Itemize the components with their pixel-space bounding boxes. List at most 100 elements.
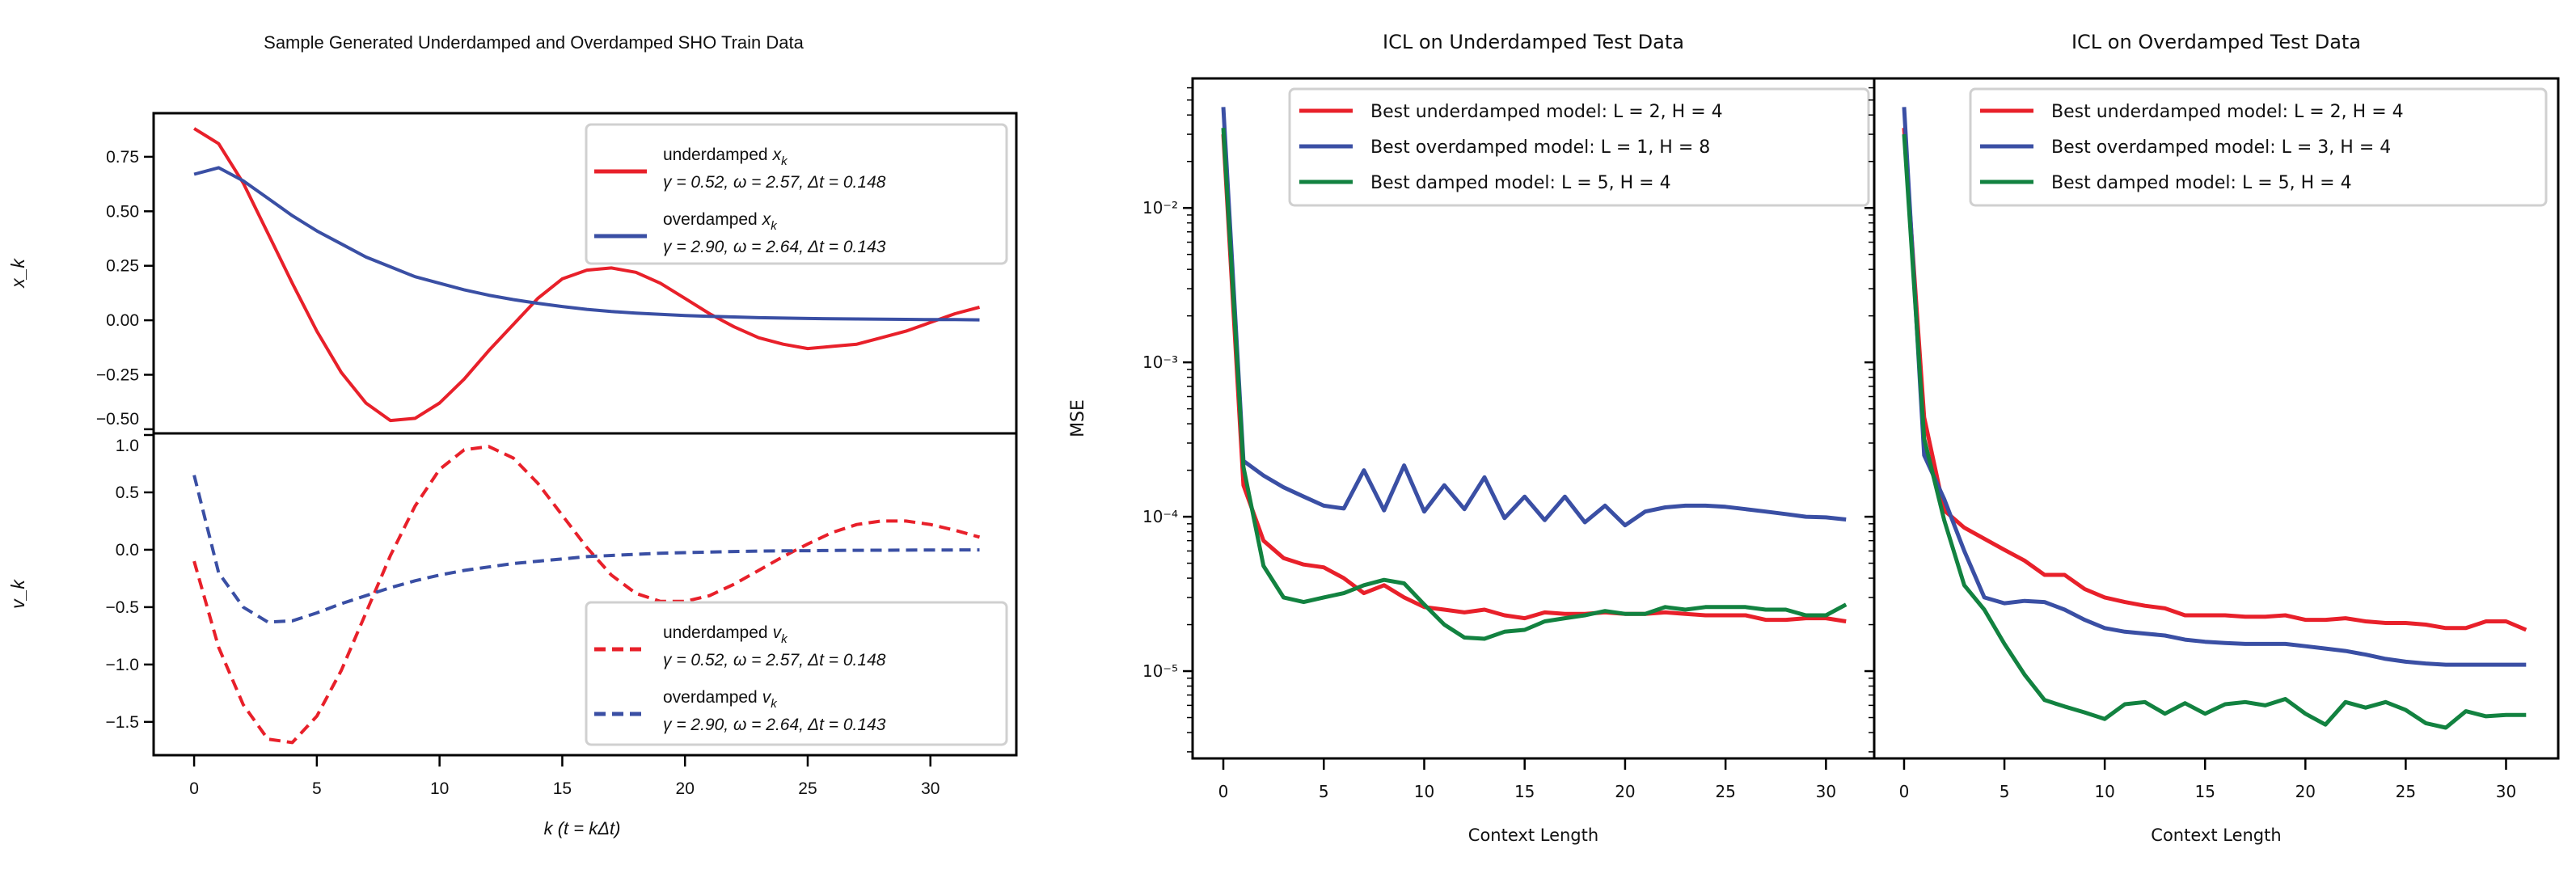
x-tick-label: 5 xyxy=(312,779,322,798)
y-tick-label: 10⁻⁵ xyxy=(1142,661,1178,681)
plot-left-bottom: 0 5 10 15 20 25 30 −1.5 −1.0 −0.5 0.0 0.5 1.0 k (t = … xyxy=(7,432,1018,838)
series-line-underdamped xyxy=(192,445,981,745)
legend: underdamped vkγ = 0.52, ω = 2.57, Δt = 0.… xyxy=(585,601,1008,746)
x-tick-label: 5 xyxy=(2000,782,2010,801)
legend-frame xyxy=(1969,87,2548,207)
legend-var: x xyxy=(762,210,772,229)
y-tick-label: −0.50 xyxy=(96,410,139,429)
legend-entry: Best overdamped model: L = 3, H = 4 xyxy=(1980,137,2391,158)
legend-entry: overdamped vk γ = 2.90, ω = 2.64, Δt = 0.1… xyxy=(594,688,886,734)
legend-label: underdamped xk xyxy=(663,146,788,168)
legend-var: v xyxy=(773,623,783,642)
legend-sub: k xyxy=(781,632,788,646)
legend-label: Best underdamped model: L = 2, H = 4 xyxy=(1370,102,1723,122)
chart-title: ICL on Underdamped Test Data xyxy=(1383,31,1684,53)
legend-entry: Best damped model: L = 5, H = 4 xyxy=(1980,173,2352,193)
series-line-best-underdamped-model-l-2-h-4 xyxy=(1902,128,2527,632)
series-line-best-overdamped-model-l-1-h-8 xyxy=(1221,107,1847,528)
legend-entry: Best underdamped model: L = 2, H = 4 xyxy=(1299,102,1723,122)
legend-label: Best overdamped model: L = 3, H = 4 xyxy=(2051,137,2391,158)
legend: underdamped xkγ = 0.52, ω = 2.57, Δt = 0.… xyxy=(585,123,1008,265)
y-tick-label: −0.25 xyxy=(96,365,139,384)
x-tick-label: 25 xyxy=(1715,782,1735,801)
legend-label: Best damped model: L = 5, H = 4 xyxy=(1370,173,1671,193)
y-tick-label: 0.25 xyxy=(106,257,139,276)
legend-entry: Best underdamped model: L = 2, H = 4 xyxy=(1980,102,2404,122)
x-tick-label: 30 xyxy=(921,779,940,798)
legend-name: underdamped xyxy=(663,146,768,164)
y-tick-label: 0.00 xyxy=(106,311,139,330)
plot-left-top: −0.50 −0.25 0.00 0.25 0.50 0.75 Sample Generat… xyxy=(7,32,1018,435)
series-line-best-damped-model-l-5-h-4 xyxy=(1902,133,2527,730)
legend-params: γ = 2.90, ω = 2.64, Δt = 0.143 xyxy=(663,716,886,734)
x-axis-label: k (t = kΔt) xyxy=(544,818,621,838)
y-axis-label: x_k xyxy=(7,258,28,289)
legend-name: overdamped xyxy=(663,210,758,229)
x-tick-label: 20 xyxy=(676,779,695,798)
legend-label: Best underdamped model: L = 2, H = 4 xyxy=(2051,102,2404,122)
legend-frame xyxy=(585,601,1008,746)
x-tick-label: 30 xyxy=(2496,782,2516,801)
x-tick-label: 5 xyxy=(1319,782,1329,801)
series-line-underdamped xyxy=(193,127,981,423)
x-tick-label: 15 xyxy=(1514,782,1535,801)
series-line-best-overdamped-model-l-3-h-4 xyxy=(1902,107,2527,667)
x-tick-label: 15 xyxy=(2195,782,2215,801)
legend-sub: k xyxy=(771,219,778,233)
x-tick-label: 20 xyxy=(2295,782,2316,801)
legend-var: x xyxy=(772,146,783,164)
legend-entry: Best overdamped model: L = 1, H = 8 xyxy=(1299,137,1710,158)
x-tick-label: 25 xyxy=(2396,782,2416,801)
y-tick-label: 0.5 xyxy=(116,484,139,502)
legend-entry: Best damped model: L = 5, H = 4 xyxy=(1299,173,1671,193)
legend-entry: overdamped xk γ = 2.90, ω = 2.64, Δt = 0.1… xyxy=(594,210,886,256)
x-tick-label: 30 xyxy=(1816,782,1836,801)
x-tick-label: 10 xyxy=(430,779,449,798)
legend-label: Best overdamped model: L = 1, H = 8 xyxy=(1370,137,1710,158)
y-tick-label: 10⁻² xyxy=(1142,198,1178,218)
legend-label: overdamped xk xyxy=(663,210,778,233)
legend: Best underdamped model: L = 2, H = 4 Best… xyxy=(1969,87,2548,207)
y-tick-label: 1.0 xyxy=(116,437,139,455)
chart-title: ICL on Overdamped Test Data xyxy=(2071,31,2361,53)
x-tick-label: 20 xyxy=(1615,782,1635,801)
x-tick-label: 10 xyxy=(1414,782,1434,801)
y-tick-label: 0.75 xyxy=(106,148,139,167)
y-tick-label: 10⁻³ xyxy=(1142,353,1178,372)
legend-var: v xyxy=(762,688,772,707)
x-tick-label: 15 xyxy=(553,779,572,798)
legend-entry: underdamped xk γ = 0.52, ω = 2.57, Δt = 0.… xyxy=(594,146,886,192)
x-tick-label: 0 xyxy=(189,779,199,798)
legend-label: Best damped model: L = 5, H = 4 xyxy=(2051,173,2352,193)
x-axis-label: Context Length xyxy=(1468,826,1598,845)
x-axis-label: Context Length xyxy=(2151,826,2281,845)
legend-frame xyxy=(585,123,1008,265)
series-line-best-underdamped-model-l-2-h-4 xyxy=(1221,133,1847,623)
legend-name: overdamped xyxy=(663,688,758,707)
chart-title: Sample Generated Underdamped and Overdam… xyxy=(264,32,804,53)
y-axis-label: v_k xyxy=(7,579,28,609)
legend-label: overdamped vk xyxy=(663,688,778,711)
legend-sub: k xyxy=(771,697,778,711)
y-tick-label: −1.5 xyxy=(106,713,139,732)
legend-frame xyxy=(1288,87,1870,207)
y-tick-label: 10⁻⁴ xyxy=(1142,507,1178,526)
axes-frame xyxy=(1873,77,2560,760)
legend-params: γ = 0.52, ω = 2.57, Δt = 0.148 xyxy=(663,651,886,669)
y-tick-label: 0.50 xyxy=(106,202,139,221)
legend: Best underdamped model: L = 2, H = 4 Best… xyxy=(1288,87,1870,207)
series-line-overdamped xyxy=(192,475,980,624)
y-tick-label: −0.5 xyxy=(106,598,139,617)
legend-name: underdamped xyxy=(663,623,768,642)
x-tick-label: 0 xyxy=(1218,782,1229,801)
x-tick-label: 0 xyxy=(1899,782,1910,801)
y-tick-label: −1.0 xyxy=(106,656,139,674)
y-axis-label: MSE xyxy=(1068,399,1088,437)
y-tick-label: 0.0 xyxy=(116,541,139,560)
legend-entry: underdamped vk γ = 0.52, ω = 2.57, Δt = 0.… xyxy=(594,623,886,669)
series-line-overdamped xyxy=(193,166,980,322)
legend-params: γ = 0.52, ω = 2.57, Δt = 0.148 xyxy=(663,173,886,192)
legend-params: γ = 2.90, ω = 2.64, Δt = 0.143 xyxy=(663,238,886,256)
plot-right: 0 5 10 15 20 25 30 ICL on Overdamped Test Data C… xyxy=(1864,31,2560,845)
